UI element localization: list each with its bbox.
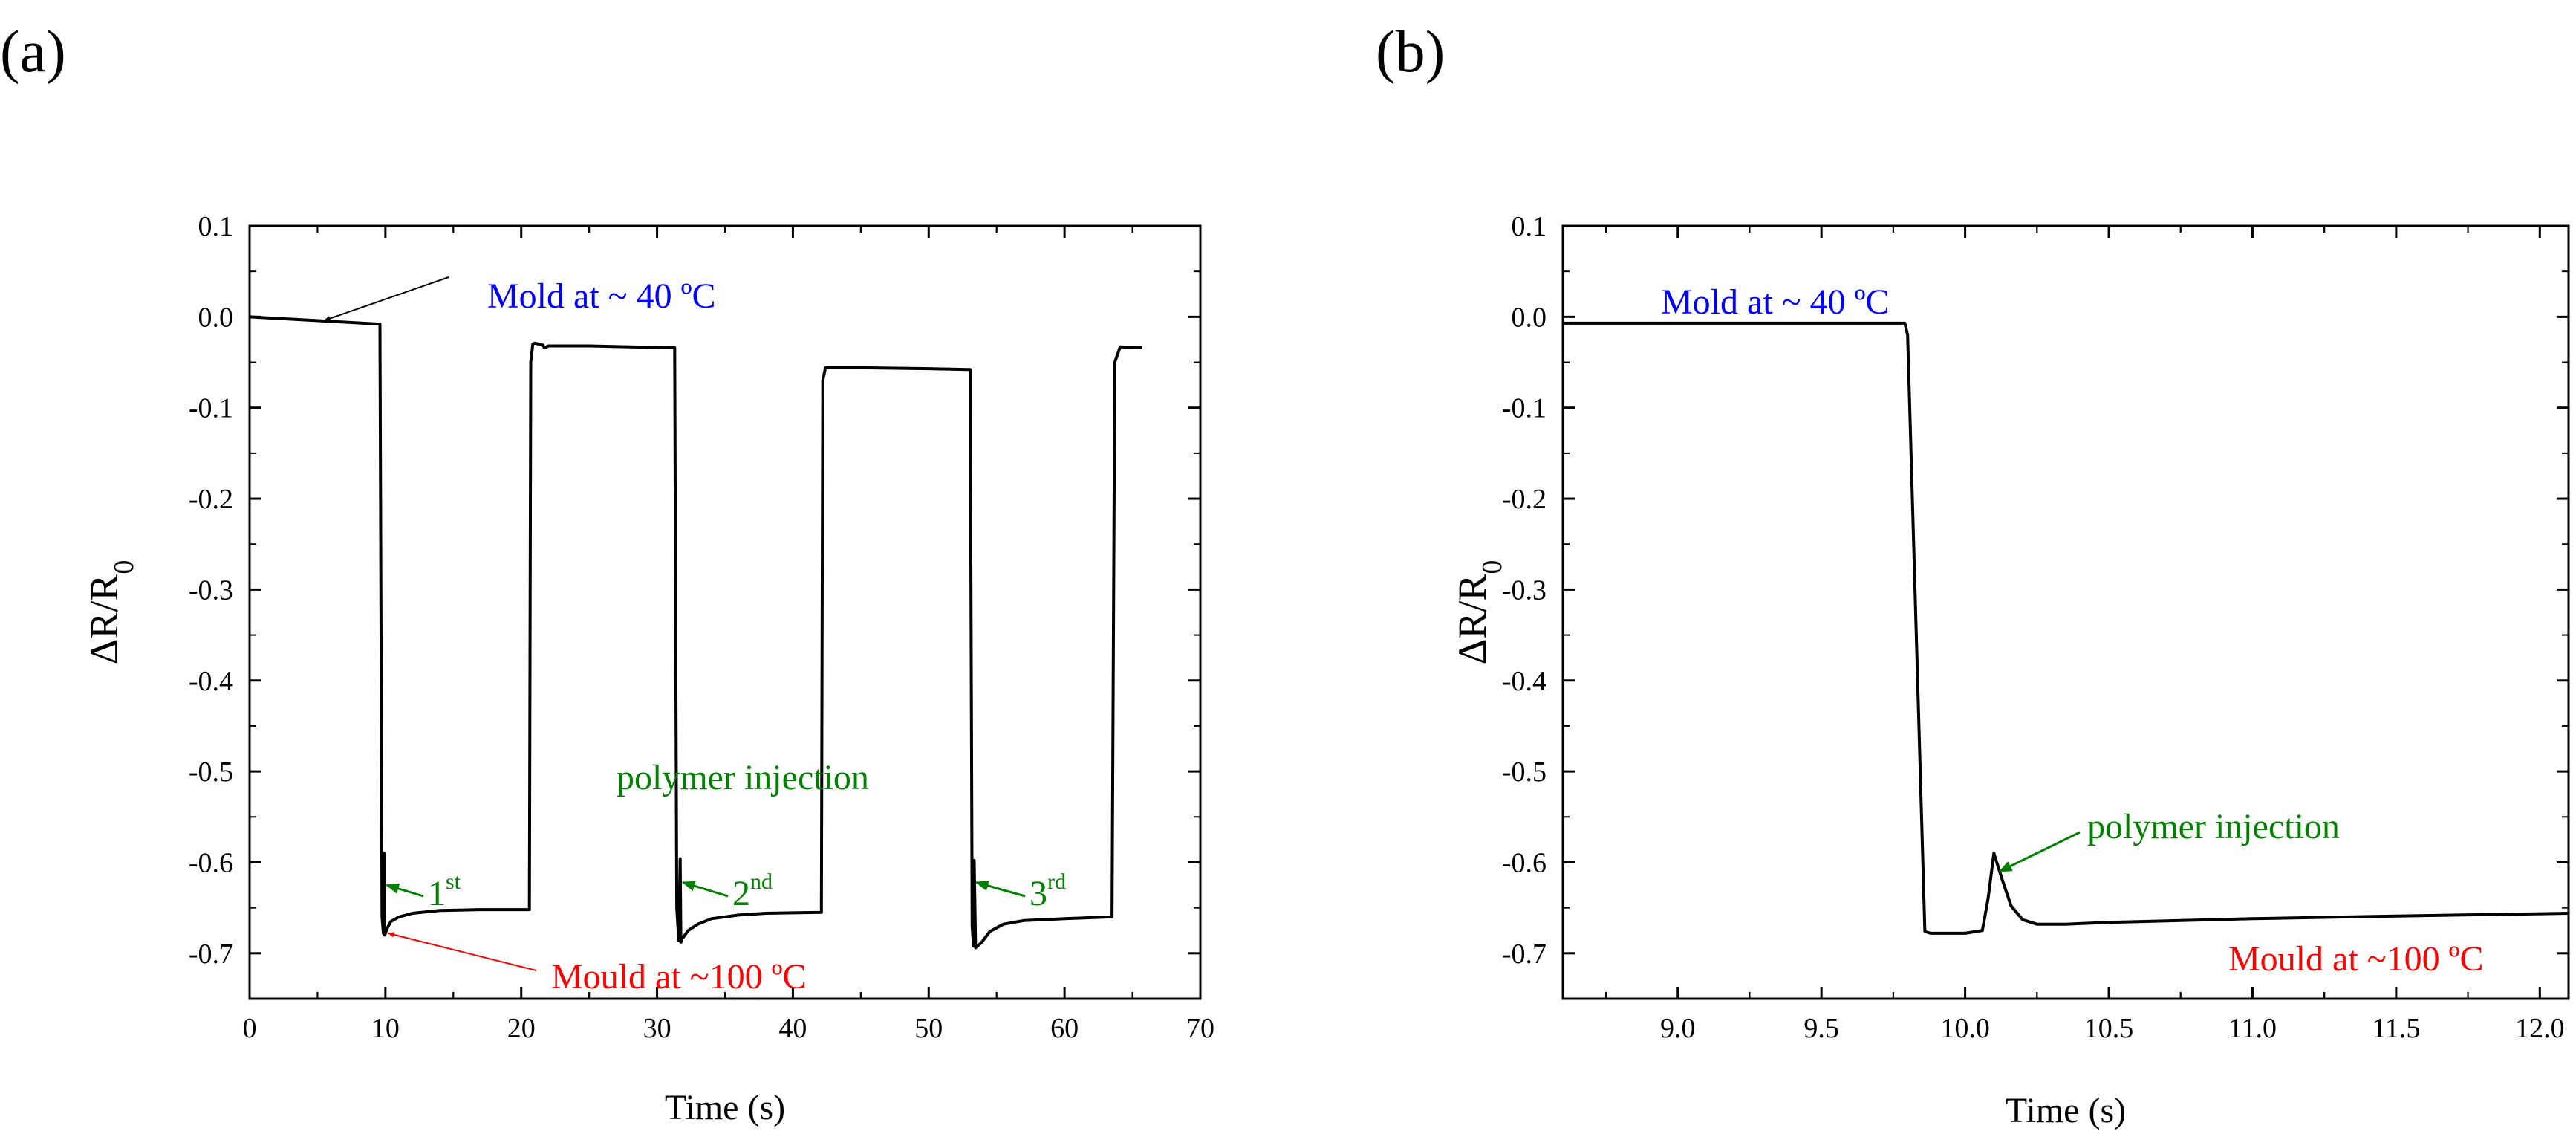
x-tick-label-b: 10.0 — [1940, 1013, 1990, 1044]
annotation-second-suffix: nd — [750, 869, 773, 894]
y-tick-label-b: -0.2 — [1502, 484, 1546, 515]
annotation-third-cycle: 3rd — [1030, 869, 1066, 913]
y-tick-label-a: -0.5 — [189, 756, 233, 788]
y-tick-label-a: -0.7 — [189, 939, 233, 970]
ticks-b: 9.0 9.5 10.0 10.5 11.0 11.5 12.0 0.1 0.0 -0.1 -0.2… — [1502, 211, 2569, 1044]
x-axis-label-a: Time (s) — [665, 1088, 785, 1127]
plot-frame-b — [1561, 224, 2570, 1000]
x-tick-label-a: 20 — [507, 1013, 536, 1044]
y-axis-label-b-text: ΔR/R0 — [1450, 560, 1508, 665]
y-tick-label-b: -0.4 — [1502, 666, 1546, 697]
series-group-b — [1563, 321, 2569, 935]
y-axis-label-a-text: ΔR/R0 — [82, 560, 140, 665]
y-axis-label-b-main: ΔR/R — [1450, 574, 1494, 665]
y-axis-label-a-main: ΔR/R — [82, 574, 126, 665]
x-tick-label-b: 9.0 — [1660, 1013, 1696, 1044]
x-tick-label-a: 10 — [371, 1013, 400, 1044]
x-tick-label-b: 10.5 — [2084, 1013, 2134, 1044]
y-tick-label-a: -0.3 — [189, 574, 233, 606]
chart-panel-a: (a) 0 10 20 30 40 50 60 700.10.0-0.1-0.2-0.3-0.… — [0, 19, 1214, 1127]
annotation-mould-100-a: Mould at ~100 ºC — [551, 957, 807, 996]
x-axis-label-b: Time (s) — [2006, 1091, 2126, 1130]
series-line-a — [249, 315, 1142, 950]
y-tick-label-b: -0.3 — [1502, 574, 1546, 606]
annotation-second-cycle: 2nd — [732, 869, 773, 913]
plot-frame-a — [248, 224, 1202, 1000]
annotation-mold-40-a: Mold at ~ 40 ºC — [487, 276, 716, 316]
annotations-b: Mold at ~ 40 ºC polymer injection Mould … — [1661, 282, 2484, 979]
arrow-second-cycle — [681, 881, 729, 898]
annotation-mould-100-b: Mould at ~100 ºC — [2228, 939, 2484, 979]
annotation-polymer-injection-a: polymer injection — [617, 758, 869, 797]
annotation-third-number: 3 — [1030, 874, 1047, 913]
y-tick-label-b: 0.0 — [1512, 302, 1547, 333]
x-tick-label-a: 60 — [1050, 1013, 1079, 1044]
series-line-b — [1563, 321, 2569, 935]
x-tick-label-b: 12.0 — [2515, 1013, 2565, 1044]
series-group-a — [249, 315, 1142, 950]
arrow-mold-40-a — [323, 276, 449, 322]
x-tick-label-a: 30 — [643, 1013, 671, 1044]
x-tick-label-b: 11.0 — [2228, 1013, 2277, 1044]
x-tick-label-a: 0 — [243, 1013, 257, 1044]
y-axis-label-a-sub: 0 — [108, 560, 140, 574]
annotation-second-number: 2 — [732, 874, 750, 913]
x-tick-label-b: 9.5 — [1803, 1013, 1839, 1044]
annotation-first-cycle: 1st — [428, 869, 461, 913]
panel-label-a: (a) — [0, 19, 66, 85]
y-tick-label-b: 0.1 — [1512, 211, 1547, 242]
annotation-third-suffix: rd — [1047, 869, 1066, 894]
arrow-polymer-injection-b — [1998, 831, 2081, 873]
y-tick-label-a: 0.1 — [198, 211, 234, 242]
y-tick-label-b: -0.7 — [1502, 939, 1546, 970]
annotation-first-suffix: st — [446, 869, 461, 894]
y-tick-label-a: 0.0 — [198, 302, 234, 333]
arrow-mould-100-a — [387, 932, 537, 971]
y-axis-label-a: ΔR/R0 — [82, 560, 140, 665]
y-tick-label-b: -0.1 — [1502, 393, 1546, 424]
x-tick-label-b: 11.5 — [2372, 1013, 2420, 1044]
y-tick-label-a: -0.1 — [189, 393, 233, 424]
y-tick-label-a: -0.6 — [189, 847, 233, 878]
annotation-mold-40-b: Mold at ~ 40 ºC — [1661, 282, 1890, 322]
y-tick-label-b: -0.5 — [1502, 756, 1546, 788]
x-tick-label-a: 40 — [778, 1013, 807, 1044]
y-tick-label-a: -0.2 — [189, 484, 233, 515]
x-tick-label-a: 50 — [914, 1013, 943, 1044]
x-tick-label-a: 70 — [1186, 1013, 1214, 1044]
annotation-first-number: 1 — [428, 874, 446, 913]
y-tick-label-a: -0.4 — [189, 666, 233, 697]
ticks-a: 0 10 20 30 40 50 60 70 0.1 0.0 -0.1 -0.2 -0.3 -0.4 -0.… — [189, 211, 1214, 1044]
chart-panel-b: (b) 9.0 9.5 10.0 10.5 11.0 11.5 12.0 0.1 0.0 -0.1… — [1376, 19, 2570, 1130]
y-axis-label-b-sub: 0 — [1477, 560, 1508, 574]
arrow-first-cycle — [385, 883, 424, 898]
y-tick-label-b: -0.6 — [1502, 847, 1546, 878]
arrow-third-cycle — [975, 880, 1026, 898]
annotations-a: Mold at ~ 40 ºC polymer injection Mould … — [323, 276, 1066, 996]
annotation-polymer-injection-b: polymer injection — [2087, 807, 2340, 846]
y-axis-label-b: ΔR/R0 — [1450, 560, 1508, 665]
panel-label-b: (b) — [1376, 19, 1445, 85]
